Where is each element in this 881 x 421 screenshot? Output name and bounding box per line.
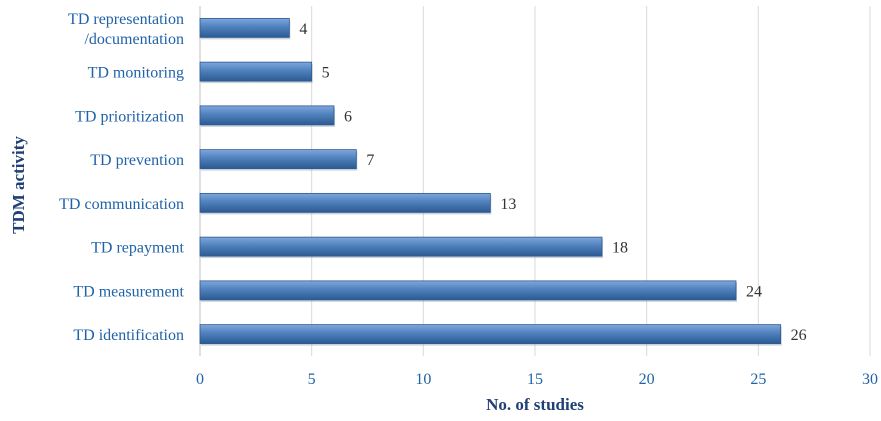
category-label: TD prioritization bbox=[75, 108, 184, 125]
data-label: 24 bbox=[746, 283, 762, 300]
category-label: TD measurement bbox=[73, 283, 184, 300]
bar bbox=[199, 324, 782, 345]
category-label: TD identification bbox=[73, 327, 184, 344]
gridlines bbox=[199, 6, 871, 356]
x-tick-label: 15 bbox=[527, 371, 543, 388]
bar bbox=[199, 280, 737, 301]
category-label: TD repayment bbox=[91, 240, 184, 257]
data-label: 26 bbox=[791, 327, 807, 344]
category-label: TD prevention bbox=[90, 152, 184, 169]
x-tick-label: 25 bbox=[750, 371, 766, 388]
category-label: TD communication bbox=[59, 196, 184, 213]
category-label: TD representation/documentation bbox=[68, 11, 184, 48]
x-tick-label: 10 bbox=[415, 371, 431, 388]
y-axis-title: TDM activity bbox=[9, 136, 28, 234]
data-labels: 4 5 6 7 13 18 24 26 bbox=[299, 21, 806, 344]
x-tick-label: 30 bbox=[862, 371, 878, 388]
category-label: TD monitoring bbox=[88, 65, 184, 82]
bar bbox=[199, 105, 335, 126]
bars bbox=[199, 17, 782, 346]
bar bbox=[199, 192, 491, 213]
data-label: 7 bbox=[366, 152, 374, 169]
data-label: 6 bbox=[344, 108, 352, 125]
x-axis-title: No. of studies bbox=[486, 395, 584, 414]
x-tick-label: 0 bbox=[196, 371, 204, 388]
x-tick-label: 5 bbox=[308, 371, 316, 388]
data-label: 13 bbox=[500, 196, 516, 213]
bar bbox=[199, 149, 357, 170]
bar bbox=[199, 61, 313, 82]
x-tick-label: 20 bbox=[639, 371, 655, 388]
bar bbox=[199, 236, 603, 257]
data-label: 5 bbox=[322, 65, 330, 82]
data-label: 4 bbox=[299, 21, 307, 38]
data-label: 18 bbox=[612, 240, 628, 257]
category-labels: TD representation/documentation TD monito… bbox=[59, 11, 184, 344]
x-tick-labels: 0 5 10 15 20 25 30 bbox=[196, 371, 878, 388]
bar bbox=[199, 17, 290, 38]
